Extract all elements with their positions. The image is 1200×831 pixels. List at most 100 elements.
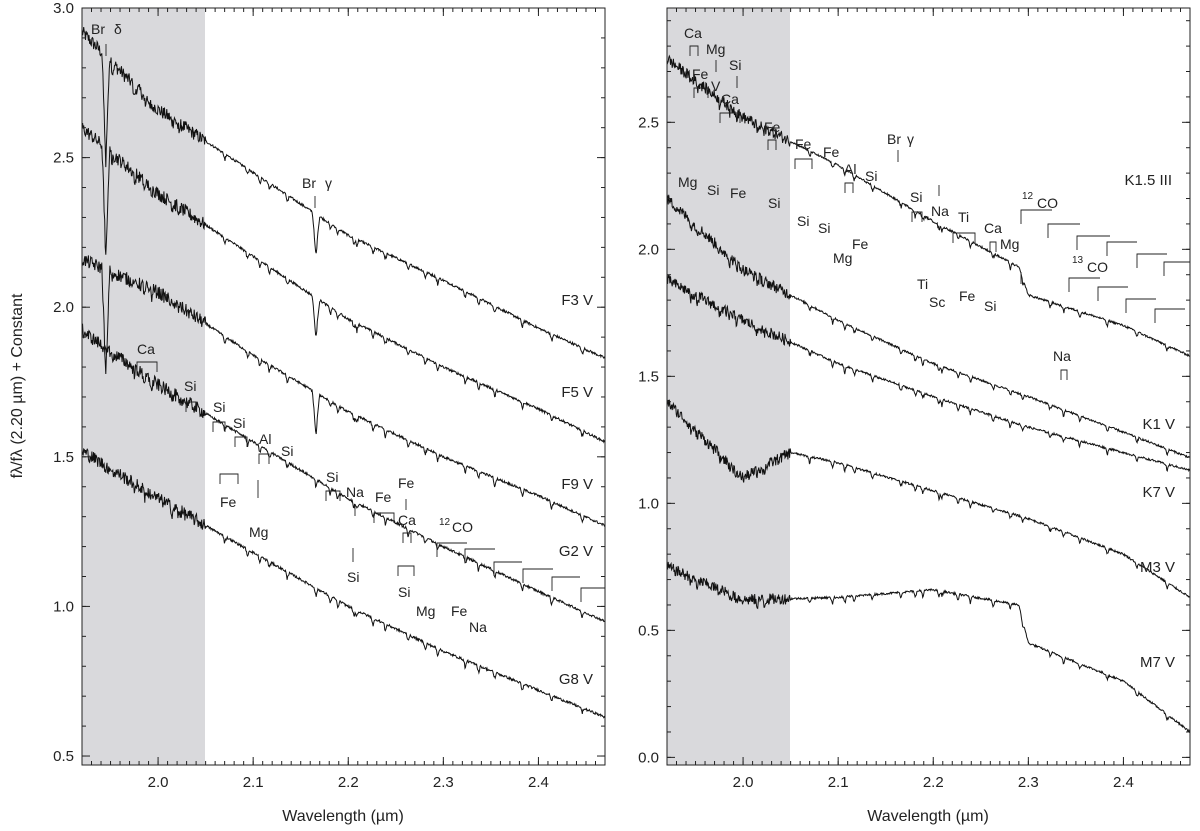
line-label: Mg: [416, 603, 435, 619]
line-label: Ca: [721, 91, 739, 107]
star-label-k7v: K7 V: [1142, 484, 1175, 501]
line-label: Ca: [137, 341, 155, 357]
x-tick-label: 2.3: [433, 774, 454, 791]
co-bandhead-marker: [522, 568, 553, 583]
line-label: Ca: [398, 512, 416, 528]
line-label: Fe: [692, 66, 709, 82]
star-label-f3v: F3 V: [561, 292, 593, 309]
line-label: Al: [844, 161, 856, 177]
line-label: Sc: [929, 294, 945, 310]
line-label: Mg: [249, 524, 268, 540]
line-label: Br: [302, 175, 316, 191]
line-label: Si: [347, 569, 359, 585]
line-label: V: [711, 78, 721, 94]
y-tick-label: 3.0: [53, 0, 74, 17]
x-tick-label: 2.2: [923, 774, 944, 791]
line-label: Si: [233, 415, 245, 431]
line-label: Ti: [958, 209, 969, 225]
left-ylabel: fλ/fλ (2.20 µm) + Constant: [9, 293, 26, 478]
line-label: Al: [259, 431, 271, 447]
line-label: Fe: [852, 236, 869, 252]
y-tick-label: 1.5: [638, 368, 659, 385]
co-bandhead-marker: [1076, 235, 1110, 250]
left-line-markers: [105, 44, 605, 602]
y-tick-label: 1.0: [53, 598, 74, 615]
line-label: Fe: [823, 144, 840, 160]
line-label: Si: [213, 399, 225, 415]
line-marker-bracket: [689, 45, 699, 56]
13co-bandhead-marker: [1097, 286, 1128, 301]
line-label: Si: [865, 168, 877, 184]
spectrum-line: [81, 448, 606, 719]
line-marker-bracket: [219, 473, 239, 484]
line-label: Ti: [917, 276, 928, 292]
line-label: Mg: [1000, 236, 1019, 252]
line-label: Fe: [795, 136, 812, 152]
co-bandhead-marker: [580, 587, 605, 602]
x-tick-label: 2.3: [1018, 774, 1039, 791]
line-marker-bracket: [1060, 369, 1068, 380]
line-label: Fe: [959, 288, 976, 304]
y-tick-label: 2.5: [638, 114, 659, 131]
line-marker-bracket: [989, 241, 997, 252]
co-bandhead-marker: [551, 576, 580, 591]
co-bandhead-marker: [1163, 261, 1190, 276]
x-tick-label: 2.2: [338, 774, 359, 791]
line-label: Br: [887, 131, 901, 147]
spectrum-line: [666, 194, 1191, 459]
line-marker-bracket: [185, 401, 197, 412]
line-marker-bracket: [325, 490, 341, 501]
line-marker-bracket: [952, 232, 976, 243]
left-panel: 2.0 2.1 2.2 2.3 2.4 0.5 1.0 1.5 2.0 2.5 3.0 Wavele…: [9, 0, 606, 825]
line-label: Mg: [678, 174, 697, 190]
co-bandhead-marker: [1047, 223, 1080, 238]
co-bandhead-marker: [1106, 241, 1137, 256]
line-marker-bracket: [258, 453, 270, 464]
line-marker-bracket: [373, 512, 395, 523]
star-label-m3v: M3 V: [1140, 559, 1175, 576]
x-tick-label: 2.4: [1113, 774, 1134, 791]
x-tick-label: 2.0: [148, 774, 169, 791]
spectrum-line: [81, 323, 606, 623]
line-marker-bracket: [911, 211, 923, 222]
line-label: Si: [281, 443, 293, 459]
line-marker-bracket: [136, 361, 158, 372]
star-label-m7v: M7 V: [1140, 654, 1175, 671]
line-marker-bracket: [844, 182, 854, 193]
line-label: Si: [768, 195, 780, 211]
line-label: Mg: [833, 250, 852, 266]
line-marker-bracket: [402, 532, 412, 543]
line-label: Si: [184, 378, 196, 394]
line-label: 13: [1072, 255, 1084, 266]
y-tick-label: 1.0: [638, 495, 659, 512]
line-label: Si: [729, 57, 741, 73]
y-tick-label: 0.5: [638, 622, 659, 639]
line-label: γ: [907, 131, 914, 147]
x-tick-label: 2.1: [243, 774, 264, 791]
line-label: Si: [818, 220, 830, 236]
line-label: Si: [984, 298, 996, 314]
line-label: δ: [114, 21, 122, 37]
spectrum-line: [666, 54, 1191, 358]
line-marker-bracket: [212, 421, 226, 432]
spectrum-line: [81, 26, 606, 359]
line-label: Fe: [375, 489, 392, 505]
co-bandhead-marker: [1136, 253, 1167, 268]
line-label: 12: [439, 517, 451, 528]
line-label: γ: [325, 175, 332, 191]
line-label: Si: [326, 469, 338, 485]
line-label: Si: [398, 584, 410, 600]
right-panel: 2.0 2.1 2.2 2.3 2.4 0.0 0.5 1.0 1.5 2.0 2.5 Wavele…: [638, 7, 1191, 825]
x-tick-label: 2.0: [733, 774, 754, 791]
y-tick-label: 0.5: [53, 748, 74, 765]
line-label: Fe: [730, 185, 747, 201]
line-label: Na: [931, 203, 949, 219]
line-label: 12: [1022, 191, 1034, 202]
y-tick-label: 2.5: [53, 150, 74, 167]
spectrum-line: [666, 274, 1191, 473]
line-label: Na: [469, 619, 487, 635]
line-label: Si: [910, 189, 922, 205]
co-bandhead-marker: [436, 542, 467, 557]
line-marker-bracket: [719, 112, 741, 123]
